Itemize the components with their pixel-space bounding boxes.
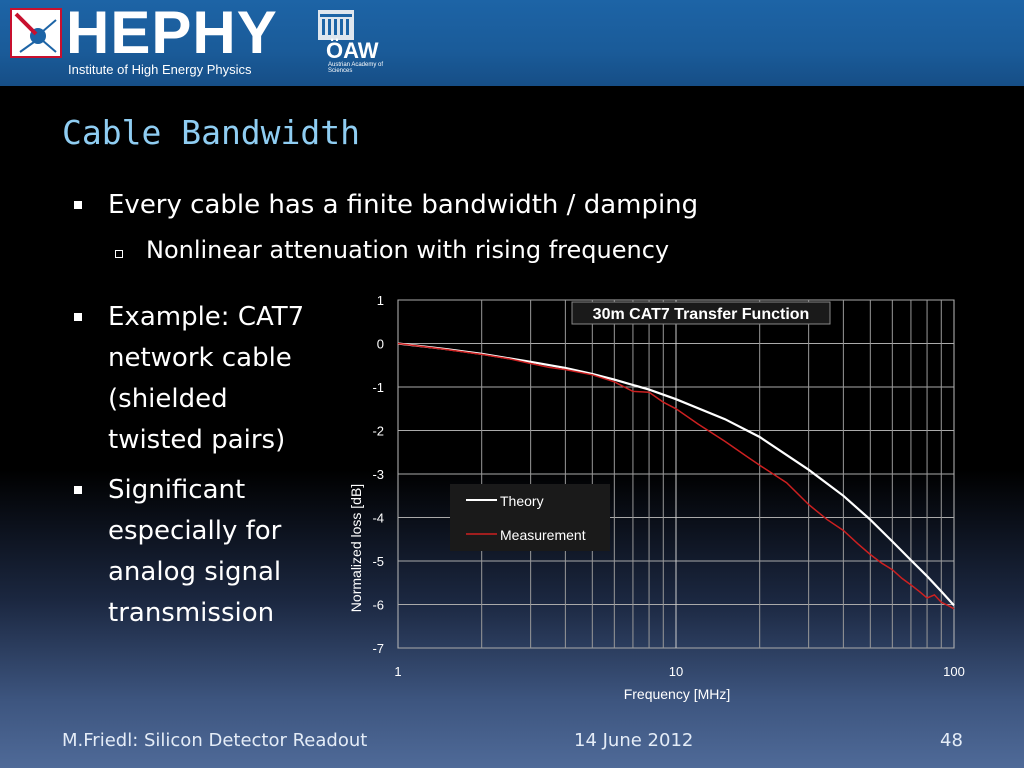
- sub-bullet-1: Nonlinear attenuation with rising freque…: [115, 236, 670, 264]
- footer-author: M.Friedl: Silicon Detector Readout: [62, 730, 368, 751]
- x-tick-label: 10: [669, 664, 683, 679]
- series-line-theory: [397, 342, 955, 607]
- bullet-2-line: network cable: [108, 343, 292, 373]
- logo-text: HEPHY: [66, 0, 278, 66]
- bullet-3-line: analog signal: [108, 557, 282, 587]
- footer-date: 14 June 2012: [574, 730, 694, 751]
- y-tick-label: 1: [377, 293, 384, 308]
- bullet-square-icon: [74, 313, 82, 321]
- legend-box: [450, 484, 610, 551]
- y-tick-labels: 1 0 -1 -2 -3 -4 -5 -6 -7: [372, 293, 384, 656]
- bullet-2-line: twisted pairs): [108, 425, 286, 455]
- y-axis-label: Normalized loss [dB]: [348, 484, 364, 612]
- bullet-2: Example: CAT7 network cable (shielded tw…: [74, 297, 305, 461]
- oaw-logo-text: ÖAW: [326, 38, 379, 63]
- oaw-subtitle: Austrian Academy of Sciences: [328, 62, 384, 74]
- bullet-2-line: (shielded: [108, 384, 228, 414]
- logo-subtitle: Institute of High Energy Physics: [68, 62, 252, 77]
- sub-bullet-1-text: Nonlinear attenuation with rising freque…: [146, 236, 670, 264]
- y-tick-label: -6: [372, 598, 384, 613]
- legend-label-theory: Theory: [500, 493, 544, 509]
- bullet-3-line: especially for: [108, 516, 282, 546]
- hephy-logo-icon: [10, 8, 62, 58]
- bullet-2-line: Example: CAT7: [108, 302, 305, 332]
- bullet-1: Every cable has a finite bandwidth / dam…: [74, 185, 699, 226]
- bullet-3: Significant especially for analog signal…: [74, 470, 282, 634]
- y-tick-label: -1: [372, 380, 384, 395]
- series-line-measurement: [397, 342, 955, 610]
- bullet-square-icon: [74, 201, 82, 209]
- slide-title: Cable Bandwidth: [62, 113, 361, 152]
- y-tick-label: 0: [377, 337, 384, 352]
- bullet-square-icon: [74, 486, 82, 494]
- y-tick-label: -4: [372, 511, 384, 526]
- x-tick-label: 100: [943, 664, 965, 679]
- x-tick-labels: 1 10 100: [394, 664, 964, 679]
- chart-series: [397, 342, 955, 610]
- legend-label-measurement: Measurement: [500, 527, 586, 543]
- y-tick-label: -5: [372, 554, 384, 569]
- chart-legend: Theory Measurement: [450, 484, 610, 551]
- x-axis-label: Frequency [MHz]: [624, 686, 731, 702]
- chart-grid: [397, 299, 955, 649]
- x-tick-label: 1: [394, 664, 401, 679]
- bullet-1-text: Every cable has a finite bandwidth / dam…: [108, 190, 699, 220]
- y-tick-label: -7: [372, 641, 384, 656]
- y-tick-label: -3: [372, 467, 384, 482]
- transfer-function-chart: 10-1-2-3-4-5-6-7 1 10 100 30m CAT7 Transfe…: [348, 293, 965, 702]
- chart-title: 30m CAT7 Transfer Function: [593, 306, 810, 323]
- bullet-3-line: transmission: [108, 598, 275, 628]
- slide-header: HEPHY Institute of High Energy Physics Ö…: [0, 0, 1024, 86]
- chart-title-box: [571, 301, 831, 325]
- page-number: 48: [940, 730, 963, 751]
- building-icon: [318, 10, 354, 40]
- y-tick-label: -2: [372, 424, 384, 439]
- hollow-square-icon: [115, 250, 123, 258]
- bullet-3-line: Significant: [108, 475, 246, 505]
